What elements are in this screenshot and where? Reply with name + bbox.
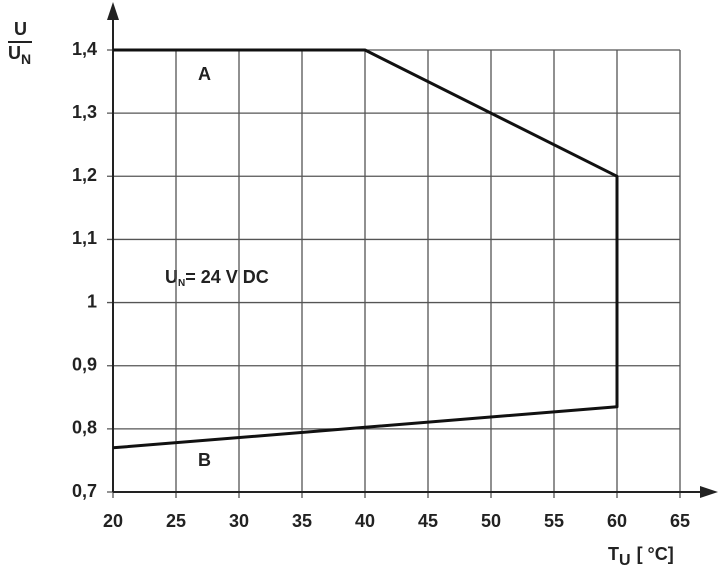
annotation: UN= 24 V DC bbox=[165, 267, 269, 289]
y-tick-label: 1 bbox=[87, 291, 97, 311]
y-tick-label: 0,7 bbox=[72, 481, 97, 501]
y-label-denominator: UN bbox=[8, 43, 31, 67]
x-label: TU [ °C] bbox=[608, 544, 674, 569]
x-label-unit: [ °C] bbox=[637, 544, 674, 564]
annotation-subscript: N bbox=[178, 278, 185, 289]
y-tick-label: 1,3 bbox=[72, 102, 97, 122]
x-label-subscript: U bbox=[619, 552, 631, 569]
x-label-main: T bbox=[608, 544, 619, 564]
y-tick-label: 1,4 bbox=[72, 39, 97, 59]
y-tick-label: 0,8 bbox=[72, 418, 97, 438]
annotation-main: U bbox=[165, 267, 178, 287]
x-tick-label: 35 bbox=[292, 511, 312, 531]
data-line bbox=[112, 48, 619, 450]
annotation-rest: = 24 V DC bbox=[185, 267, 269, 287]
x-tick-label: 25 bbox=[166, 511, 186, 531]
annotation: B bbox=[198, 450, 211, 470]
x-tick-label: 40 bbox=[355, 511, 375, 531]
x-axis-arrow bbox=[700, 486, 718, 498]
y-tick-label: 1,2 bbox=[72, 165, 97, 185]
y-tick-label: 1,1 bbox=[72, 228, 97, 248]
x-tick-label: 20 bbox=[103, 511, 123, 531]
x-tick-label: 50 bbox=[481, 511, 501, 531]
y-label-numerator: U bbox=[14, 19, 27, 39]
x-tick-label: 30 bbox=[229, 511, 249, 531]
x-tick-label: 60 bbox=[607, 511, 627, 531]
y-label-denominator-main: U bbox=[8, 43, 21, 63]
x-tick-label: 55 bbox=[544, 511, 564, 531]
x-tick-label: 45 bbox=[418, 511, 438, 531]
y-tick-label: 0,9 bbox=[72, 354, 97, 374]
y-label-subscript: N bbox=[21, 51, 31, 67]
y-axis-arrow bbox=[107, 2, 119, 20]
x-tick-label: 65 bbox=[670, 511, 690, 531]
annotation: A bbox=[198, 64, 211, 84]
